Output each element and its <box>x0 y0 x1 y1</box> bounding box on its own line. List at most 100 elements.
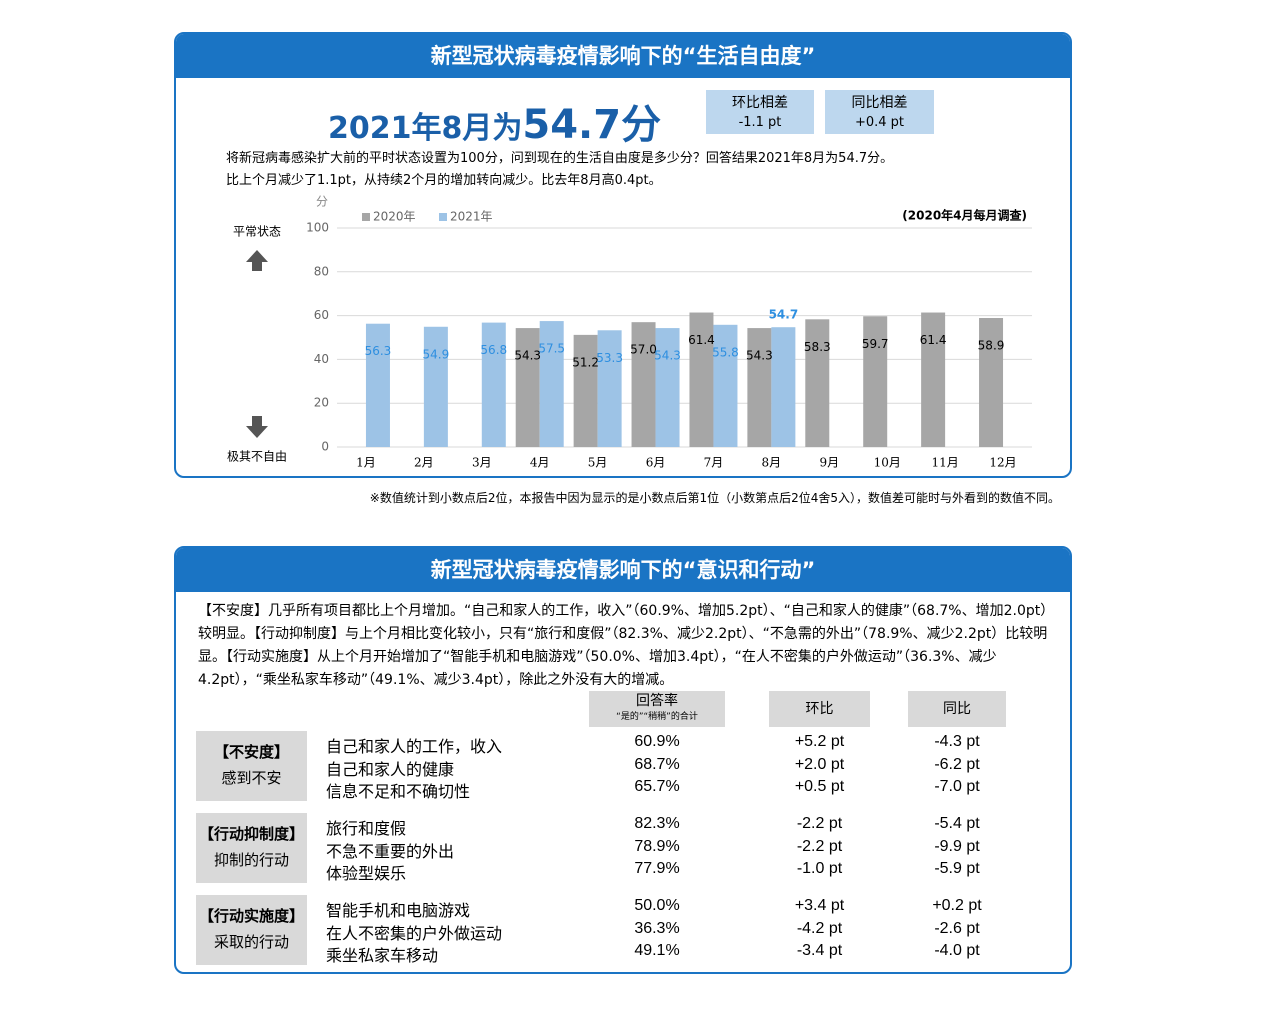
cell: +0.2 pt <box>932 897 982 914</box>
x-tick-label: 9月 <box>819 456 839 470</box>
y-tick-label: 80 <box>314 264 329 278</box>
yoy-box: 同比相差 +0.4 pt <box>825 90 934 134</box>
bar <box>539 321 564 447</box>
rate-header: 回答率 “是的”“稍稍”的合计 <box>589 691 725 727</box>
item: 乘坐私家车移动 <box>326 946 439 965</box>
y-tick-label: 60 <box>314 308 329 322</box>
bar <box>423 326 448 447</box>
cell: -9.9 pt <box>934 837 980 855</box>
bar <box>365 323 390 447</box>
y-tick-label: 0 <box>321 440 329 454</box>
x-tick-label: 3月 <box>472 456 492 470</box>
bar <box>713 324 738 447</box>
legend-swatch <box>439 213 447 221</box>
data-label: 61.4 <box>920 333 947 347</box>
description-line: 比上个月减少了1.1pt，从持续2个月的增加转向减少。比去年8月高0.4pt。 <box>226 173 662 188</box>
item: 自己和家人的健康 <box>326 759 455 779</box>
bar <box>747 328 772 447</box>
group-subtitle: 采取的行动 <box>213 933 289 951</box>
data-label: 56.3 <box>365 344 392 358</box>
cell: 49.1% <box>634 942 680 959</box>
yoy-label: 同比相差 <box>851 95 908 111</box>
cell: -4.2 pt <box>796 919 843 937</box>
chart: 分 平常状态 极其不自由 (2020年4月每月调查) 0 20 40 60 80 100 2… <box>227 195 1032 470</box>
rate-header-text: 回答率 <box>636 693 678 709</box>
headline-prefix: 2021年8月为 <box>328 111 523 146</box>
annotation: (2020年4月每月调查) <box>902 208 1027 223</box>
bar <box>771 327 796 447</box>
y-tick-label: 20 <box>314 396 329 410</box>
mom-label: 环比相差 <box>732 95 788 111</box>
y-unit: 分 <box>316 195 328 209</box>
cell: -6.2 pt <box>934 755 980 773</box>
bar <box>805 319 830 447</box>
bar <box>921 312 946 447</box>
bar <box>863 316 888 447</box>
cell: 60.9% <box>634 733 680 750</box>
data-label: 51.2 <box>572 355 599 369</box>
cell: -7.0 pt <box>934 778 980 795</box>
y-tick-label: 40 <box>314 352 329 366</box>
data-label: 54.3 <box>514 349 541 363</box>
down-arrow <box>246 416 268 438</box>
data-label: 58.9 <box>978 339 1005 353</box>
item: 体验型娱乐 <box>326 864 407 883</box>
cell: +2.0 pt <box>794 755 845 773</box>
mom-header: 环比 <box>769 691 870 727</box>
item: 自己和家人的工作，收入 <box>326 737 503 756</box>
cell: +5.2 pt <box>794 733 845 750</box>
x-tick-label: 4月 <box>530 456 550 470</box>
cell: 77.9% <box>634 860 680 877</box>
cell: -2.2 pt <box>796 815 843 832</box>
bar <box>979 318 1004 447</box>
cell: +0.5 pt <box>794 778 845 795</box>
data-label: 58.3 <box>804 340 831 354</box>
paragraph: 【不安度】几乎所有项目都比上个月增加。“自己和家人的工作，收入”（60.9%、增… <box>198 603 1048 688</box>
item: 旅行和度假 <box>326 819 407 838</box>
headline-value: 54.7分 <box>522 102 662 148</box>
data-label: 55.8 <box>712 345 739 359</box>
yoy-header: 同比 <box>908 691 1006 727</box>
cell: -3.4 pt <box>796 942 843 959</box>
legend-swatch <box>362 213 370 221</box>
data-label: 59.7 <box>862 337 889 351</box>
panel-title: 新型冠状病毒疫情影响下的“意识和行动” <box>176 548 1070 592</box>
bar <box>481 322 506 447</box>
footnote: ※数值统计到小数点后2位，本报告中因为显示的是小数点后第1位（小数第点后2位4舍… <box>369 491 1060 505</box>
cell: -2.2 pt <box>796 837 843 855</box>
bar <box>573 334 598 447</box>
cell: 78.9% <box>634 837 680 855</box>
data-label: 54.9 <box>423 347 450 361</box>
data-label: 61.4 <box>688 333 715 347</box>
group-label: 【行动实施度】 采取的行动 <box>196 895 307 965</box>
cell: 82.3% <box>634 815 680 832</box>
legend-label: 2021年 <box>450 210 493 224</box>
cell: +3.4 pt <box>794 897 845 914</box>
x-tick-label: 8月 <box>762 456 782 470</box>
data-label: 54.7 <box>769 308 799 322</box>
bar <box>655 328 680 447</box>
group-subtitle: 抑制的行动 <box>213 851 289 869</box>
x-tick-label: 1月 <box>356 456 376 470</box>
x-tick-label: 11月 <box>931 456 958 470</box>
top-label: 平常状态 <box>233 225 281 239</box>
data-label: 57.0 <box>630 343 657 357</box>
cell: 65.7% <box>634 778 680 795</box>
cell: -4.3 pt <box>934 733 980 750</box>
item: 信息不足和不确切性 <box>326 782 471 801</box>
mom-box: 环比相差 -1.1 pt <box>706 90 814 134</box>
y-tick-label: 100 <box>306 221 329 235</box>
freedom-panel: 新型冠状病毒疫情影响下的“生活自由度” 2021年8月为54.7分 环比相差 -1… <box>174 32 1072 478</box>
description: 将新冠病毒感染扩大前的平时状态设置为100分，问到现在的生活自由度是多少分？回答… <box>226 148 893 192</box>
data-label: 53.3 <box>596 351 623 365</box>
x-tick-label: 2月 <box>414 456 434 470</box>
item: 不急不重要的外出 <box>326 841 455 861</box>
panel-title: 新型冠状病毒疫情影响下的“生活自由度” <box>176 34 1070 78</box>
cell: -5.9 pt <box>934 860 980 877</box>
x-tick-label: 6月 <box>646 456 666 470</box>
group-subtitle: 感到不安 <box>221 769 282 787</box>
cell: 68.7% <box>634 755 680 773</box>
rate-header-note: “是的”“稍稍”的合计 <box>616 712 698 722</box>
data-label: 56.8 <box>480 343 507 357</box>
